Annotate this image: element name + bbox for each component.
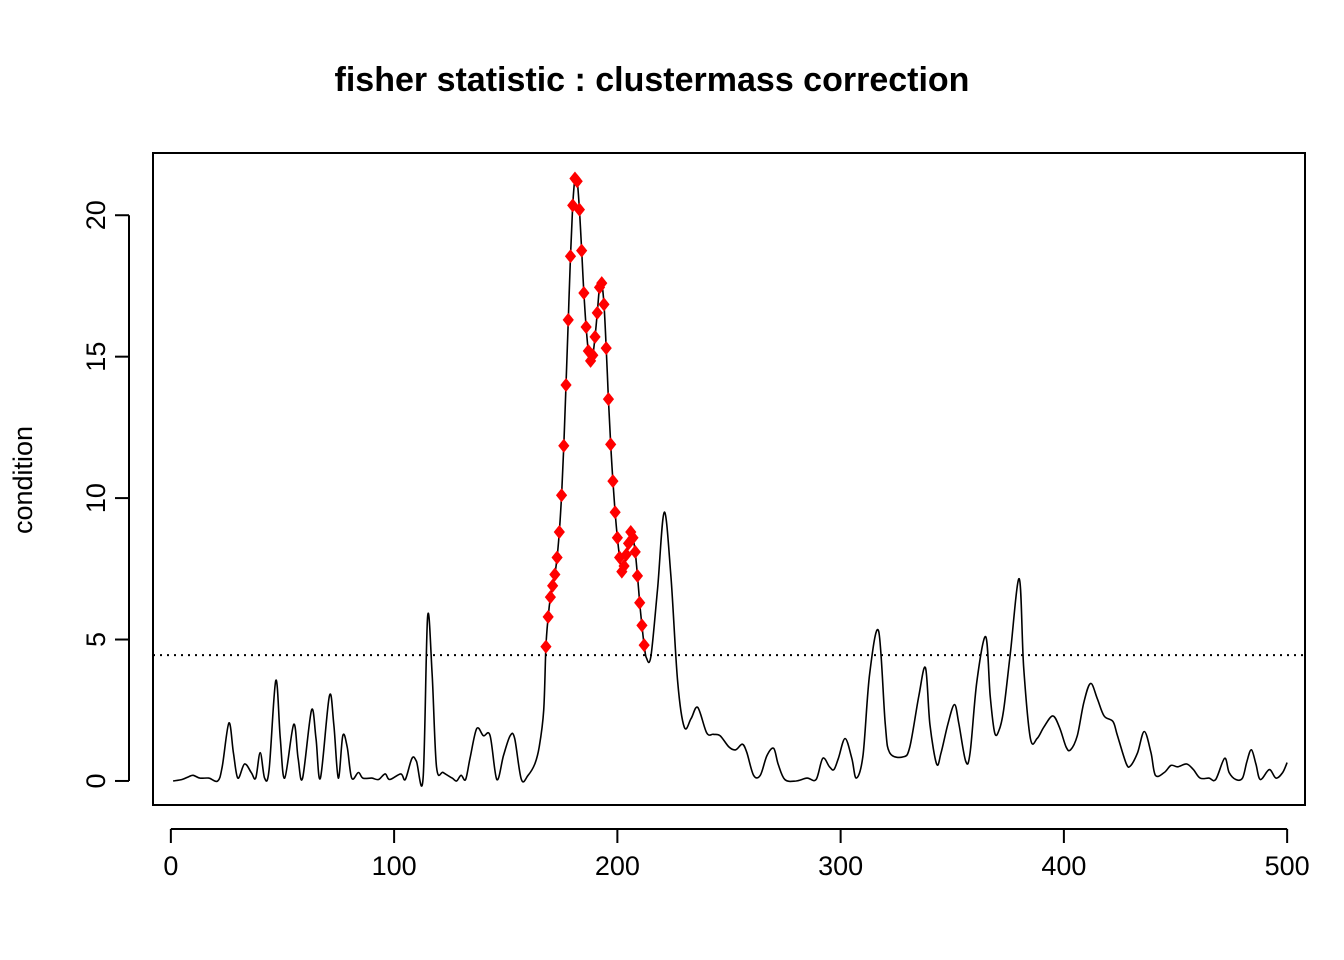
y-axis: 0 5 10 15 20 (81, 200, 130, 788)
x-tick-label: 300 (818, 851, 863, 881)
significant-point (542, 609, 554, 624)
significant-point (551, 550, 563, 565)
significant-point (636, 618, 648, 633)
significant-point (611, 530, 623, 545)
significant-point (564, 249, 577, 264)
y-tick-label: 5 (81, 632, 111, 647)
significant-point (558, 438, 570, 453)
significant-point (609, 505, 621, 520)
y-tick-label: 10 (81, 483, 111, 513)
significant-point (627, 530, 639, 545)
y-tick-label: 20 (81, 200, 111, 230)
significant-point (571, 174, 583, 189)
y-axis-label: condition (8, 426, 38, 534)
significant-point (562, 312, 574, 327)
significant-point (631, 568, 644, 583)
significant-point (576, 243, 588, 258)
significant-point (600, 341, 612, 356)
significant-point (598, 297, 610, 312)
x-tick-label: 100 (372, 851, 417, 881)
significant-point (544, 590, 556, 605)
significant-point (602, 392, 615, 407)
significant-point (589, 329, 601, 344)
x-tick-label: 200 (595, 851, 640, 881)
significant-point (638, 638, 650, 653)
significant-point (591, 305, 603, 320)
significant-point (629, 544, 641, 559)
x-tick-label: 400 (1041, 851, 1086, 881)
y-tick-label: 0 (81, 773, 111, 788)
significant-point (634, 595, 646, 610)
significant-point (540, 639, 552, 654)
significant-point (605, 437, 617, 452)
significant-point (555, 488, 568, 503)
significant-point (620, 547, 632, 562)
significant-point (582, 344, 594, 359)
significant-point (596, 276, 608, 291)
significant-point (580, 319, 592, 334)
significant-point (547, 578, 559, 593)
significant-point (573, 202, 586, 217)
x-axis: 0 100 200 300 400 500 (163, 828, 1310, 881)
x-tick-label: 0 (163, 851, 178, 881)
significant-point (618, 558, 630, 573)
significant-point (553, 525, 565, 540)
significant-point (578, 286, 590, 301)
y-tick-label: 15 (81, 342, 111, 372)
significant-markers (540, 171, 650, 654)
significant-point (607, 474, 619, 489)
significant-point (560, 377, 572, 392)
x-tick-label: 500 (1265, 851, 1310, 881)
significant-point (587, 348, 599, 363)
significant-point (549, 567, 561, 582)
chart-title: fisher statistic : clustermass correctio… (335, 61, 970, 99)
plot-frame (152, 152, 1306, 806)
series-line (172, 175, 1288, 787)
